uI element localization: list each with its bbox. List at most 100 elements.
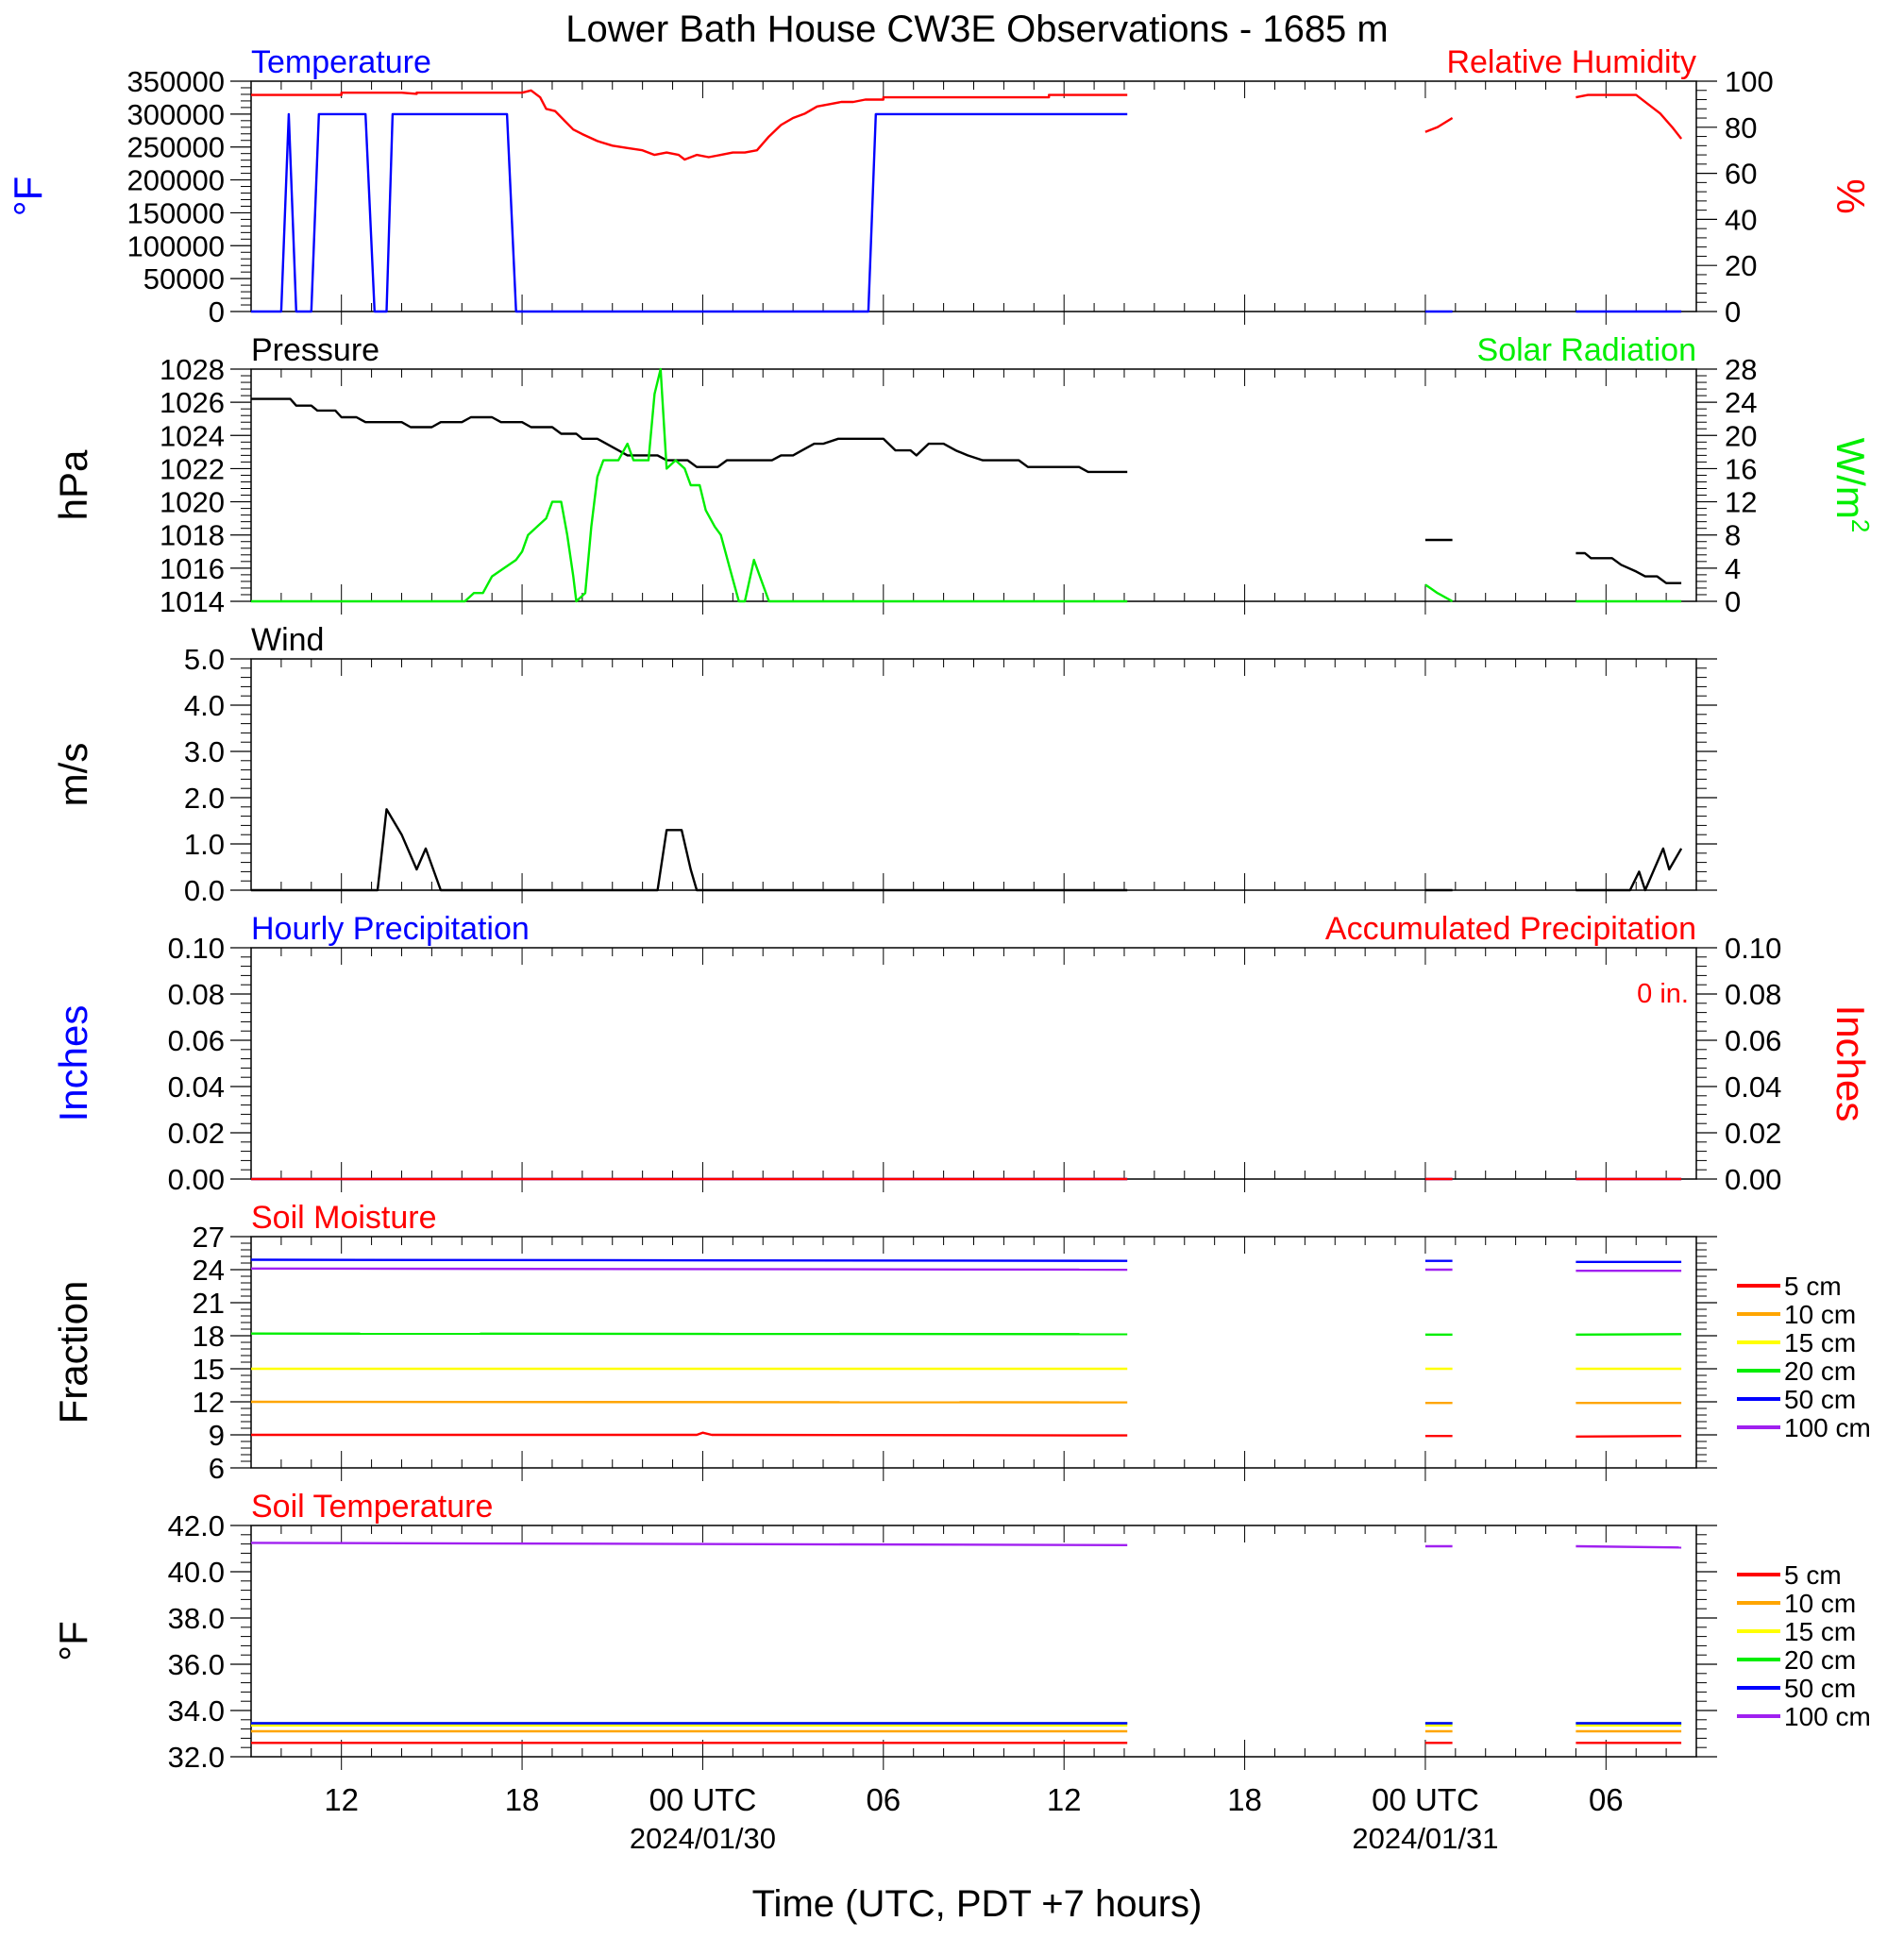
plot-frame xyxy=(250,947,1697,1180)
x-axis-labels: 12 18 00 UTC 2024/01/30 06 12 18 00 UTC 2024/01/… xyxy=(324,1782,1623,1855)
series-line-solar-radiation xyxy=(251,367,1128,603)
x-axis-label: Time (UTC, PDT +7 hours) xyxy=(752,1883,1203,1925)
series-line-10-cm xyxy=(250,1400,1128,1404)
x-date-label: 2024/01/30 xyxy=(630,1822,776,1855)
y-tick-label: 40.0 xyxy=(168,1556,225,1589)
x-date-label: 2024/01/31 xyxy=(1352,1822,1498,1855)
panel-title: Hourly Precipitation xyxy=(251,911,530,947)
y-tick-label: 38.0 xyxy=(168,1602,225,1635)
legend-label: 15 cm xyxy=(1784,1328,1856,1357)
legend-label: 100 cm xyxy=(1784,1702,1871,1731)
y-tick-label: 9 xyxy=(209,1419,225,1452)
y-tick-label: 0 xyxy=(209,295,225,329)
series-line-50-cm xyxy=(250,1258,1128,1262)
x-tick-label: 00 UTC xyxy=(1372,1782,1479,1817)
y-right-tick-label: 0 xyxy=(1725,585,1741,618)
y-right-tick-label: 8 xyxy=(1725,519,1741,552)
series-line-100-cm xyxy=(250,1542,1128,1547)
y-tick-label: 100000 xyxy=(127,229,225,262)
legend-label: 5 cm xyxy=(1784,1272,1842,1301)
series-line-relative-humidity xyxy=(1575,93,1683,140)
y-tick-label: 3.0 xyxy=(184,735,225,768)
y-axis-label-right: Inches xyxy=(1828,1005,1873,1122)
y-tick-label: 350000 xyxy=(127,65,225,98)
y-tick-label: 0.10 xyxy=(168,932,225,965)
series-line-100-cm xyxy=(1575,1544,1682,1549)
y-tick-label: 0.04 xyxy=(168,1070,225,1104)
series-line-temperature xyxy=(251,112,1128,313)
y-tick-label: 34.0 xyxy=(168,1694,225,1727)
legend-label: 50 cm xyxy=(1784,1385,1856,1414)
legend-label: 20 cm xyxy=(1784,1357,1856,1386)
panel-0: 0500001000001500002000002500003000003500… xyxy=(6,44,1873,329)
series-line-20-cm xyxy=(250,1332,1128,1336)
y-tick-label: 15 xyxy=(193,1353,225,1386)
y-axis-label: hPa xyxy=(51,449,95,520)
y-right-tick-label: 0 xyxy=(1725,295,1741,329)
y-right-tick-label: 12 xyxy=(1725,486,1757,519)
legend-label: 100 cm xyxy=(1784,1413,1871,1442)
y-right-tick-label: 16 xyxy=(1725,452,1757,485)
panel-title: Soil Temperature xyxy=(251,1489,493,1525)
y-right-tick-label: 0.04 xyxy=(1725,1070,1781,1104)
x-tick-label: 12 xyxy=(1047,1782,1082,1817)
y-tick-label: 300000 xyxy=(127,98,225,131)
panel-title: Temperature xyxy=(251,44,431,80)
legend-label: 20 cm xyxy=(1784,1645,1856,1675)
y-right-tick-label: 20 xyxy=(1725,249,1757,282)
panel-3: 0.00 0.02 0.04 0.06 0.08 0.10 0.00 0.02 0.04 0.06… xyxy=(51,911,1873,1196)
y-right-tick-label: 0.02 xyxy=(1725,1117,1781,1150)
y-axis-label: Fraction xyxy=(51,1281,95,1424)
series-line-relative-humidity xyxy=(1424,116,1454,133)
figure-title: Lower Bath House CW3E Observations - 168… xyxy=(565,8,1389,50)
y-tick-label: 0.00 xyxy=(168,1163,225,1196)
legend-label: 15 cm xyxy=(1784,1617,1856,1646)
y-tick-label: 0.08 xyxy=(168,978,225,1011)
y-tick-label: 5.0 xyxy=(184,643,225,676)
y-tick-label: 1024 xyxy=(160,419,225,452)
panel-title: Soil Moisture xyxy=(251,1200,437,1236)
y-right-tick-label: 24 xyxy=(1725,386,1757,419)
y-tick-label: 27 xyxy=(193,1221,225,1254)
series-line-5-cm xyxy=(1575,1434,1682,1439)
y-tick-label: 1026 xyxy=(160,386,225,419)
x-tick-label: 12 xyxy=(324,1782,359,1817)
y-tick-label: 2.0 xyxy=(184,782,225,815)
y-tick-label: 250000 xyxy=(127,131,225,164)
legend-label: 50 cm xyxy=(1784,1674,1856,1703)
panel-1: 1014101610181020102210241026102804812162… xyxy=(51,332,1875,618)
y-right-tick-label: 0.10 xyxy=(1725,932,1781,965)
y-tick-label: 1028 xyxy=(160,353,225,386)
plot-frame xyxy=(250,368,1697,602)
y-tick-label: 12 xyxy=(193,1386,225,1419)
x-tick-label: 18 xyxy=(1227,1782,1262,1817)
panel-5: 32.0 34.0 36.0 38.0 40.0 42.0 Soil Temperature… xyxy=(51,1489,1871,1774)
plot-frame xyxy=(250,658,1697,891)
y-tick-label: 1020 xyxy=(160,486,225,519)
y-right-tick-label: 4 xyxy=(1725,552,1741,585)
series-line-5-cm xyxy=(251,1431,1128,1437)
y-tick-label: 21 xyxy=(193,1287,225,1320)
panel-title-right: Solar Radiation xyxy=(1477,332,1696,368)
panel-title: Pressure xyxy=(251,332,379,368)
x-tick-label: 06 xyxy=(866,1782,901,1817)
series-line-pressure xyxy=(1575,551,1682,584)
y-tick-label: 1014 xyxy=(160,585,225,618)
panel-title-right: Accumulated Precipitation xyxy=(1325,911,1696,947)
series-line-100-cm xyxy=(250,1267,1128,1272)
y-tick-label: 150000 xyxy=(127,196,225,229)
y-axis-label: m/s xyxy=(51,743,95,807)
x-tick-label: 06 xyxy=(1589,1782,1624,1817)
series-line-wind xyxy=(1575,847,1683,892)
panel-2: 0.0 1.0 2.0 3.0 4.0 5.0 Wind m/s xyxy=(51,622,1717,907)
y-tick-label: 50000 xyxy=(143,262,225,295)
series-line-20-cm xyxy=(1575,1333,1682,1337)
y-tick-label: 1022 xyxy=(160,452,225,485)
y-right-tick-label: 20 xyxy=(1725,419,1757,452)
panel-title-right: Relative Humidity xyxy=(1446,44,1696,80)
y-right-tick-label: 0.06 xyxy=(1725,1024,1781,1057)
plot-frame xyxy=(250,1525,1697,1758)
y-tick-label: 6 xyxy=(209,1452,225,1485)
y-right-tick-label: 100 xyxy=(1725,65,1774,98)
